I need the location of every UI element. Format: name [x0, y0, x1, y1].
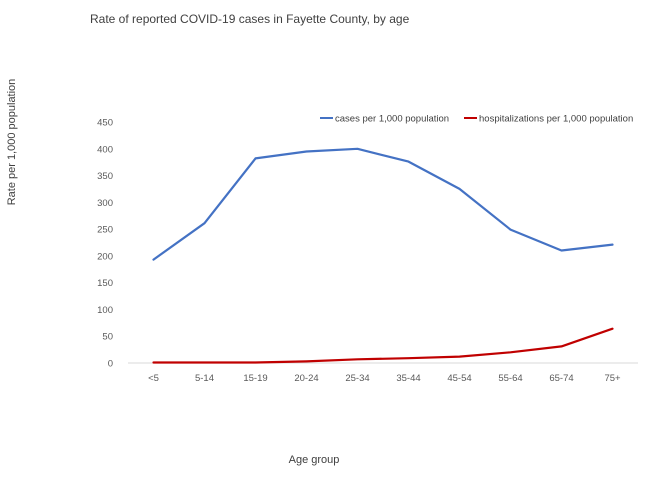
x-tick-label: 75+ — [604, 373, 621, 384]
y-tick-label: 400 — [97, 144, 113, 155]
legend-label: cases per 1,000 population — [335, 114, 449, 125]
y-tick-label: 350 — [97, 171, 113, 182]
y-axis-ticks: 0 50 100 150 200 250 300 350 400 450 — [97, 118, 113, 370]
x-tick-label: 35-44 — [396, 373, 420, 384]
y-tick-label: 0 — [108, 359, 113, 370]
y-tick-label: 50 — [102, 332, 113, 343]
x-tick-label: 5-14 — [195, 373, 214, 384]
x-axis-title: Age group — [288, 454, 340, 466]
series-line-cases — [152, 147, 614, 261]
y-tick-label: 300 — [97, 198, 113, 209]
x-tick-label: 25-34 — [345, 373, 369, 384]
x-tick-label: 45-54 — [447, 373, 471, 384]
x-tick-label: 20-24 — [294, 373, 318, 384]
y-tick-label: 450 — [97, 118, 113, 129]
x-axis-ticks: <5 5-14 15-19 20-24 25-34 35-44 45-54 55-64 65-7… — [148, 373, 621, 384]
y-tick-label: 100 — [97, 305, 113, 316]
x-tick-label: 55-64 — [498, 373, 522, 384]
y-tick-label: 150 — [97, 278, 113, 289]
series-lines — [152, 147, 614, 364]
legend: cases per 1,000 population hospitalizatio… — [320, 114, 633, 125]
y-tick-label: 200 — [97, 251, 113, 262]
x-tick-label: 65-74 — [549, 373, 573, 384]
x-tick-label: <5 — [148, 373, 159, 384]
chart-title: Rate of reported COVID-19 cases in Fayet… — [90, 12, 410, 26]
x-tick-label: 15-19 — [243, 373, 267, 384]
y-tick-label: 250 — [97, 225, 113, 236]
series-line-hospitalizations — [152, 327, 614, 364]
legend-label: hospitalizations per 1,000 population — [479, 114, 633, 125]
